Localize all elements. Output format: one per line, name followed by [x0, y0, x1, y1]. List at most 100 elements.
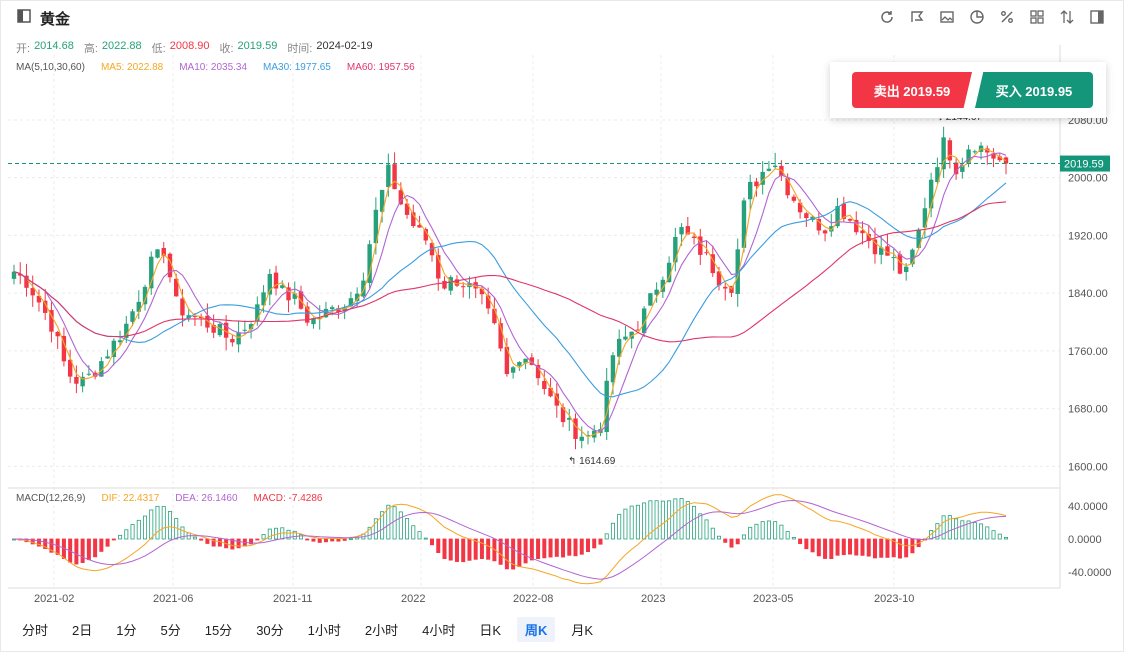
- period-7[interactable]: 2小时: [364, 623, 399, 638]
- macd-bar: [417, 531, 422, 540]
- period-0[interactable]: 分时: [22, 623, 49, 638]
- candle-body: [641, 308, 647, 334]
- macd-bar: [866, 538, 871, 557]
- refresh-icon[interactable]: [872, 7, 902, 27]
- candle-body: [86, 373, 92, 375]
- candle-body: [130, 311, 135, 322]
- candle-body: [11, 271, 17, 279]
- candle-body: [174, 278, 179, 297]
- macd-bar: [442, 538, 447, 560]
- candle-body: [691, 236, 697, 238]
- pie-icon[interactable]: [962, 7, 992, 27]
- candle-body: [548, 387, 553, 397]
- candle-body: [404, 203, 410, 215]
- candle-body: [261, 292, 266, 306]
- macd-bar: [448, 538, 453, 561]
- macd-bar: [991, 530, 996, 540]
- candle-body: [579, 436, 584, 441]
- macd-bar: [136, 519, 141, 540]
- candle-body: [885, 246, 890, 256]
- low-annotation: ↰ 1614.69: [568, 456, 616, 467]
- period-4[interactable]: 15分: [204, 623, 233, 638]
- candle-body: [105, 356, 110, 359]
- candle-body: [80, 376, 85, 387]
- high-value: 2022.88: [101, 40, 142, 52]
- candle-body: [18, 273, 23, 276]
- macd-bar: [317, 538, 322, 543]
- period-10[interactable]: 周K: [517, 617, 556, 642]
- macd-bar: [380, 511, 385, 540]
- macd-bar: [623, 508, 628, 540]
- percent-icon[interactable]: [992, 7, 1022, 27]
- candle-body: [436, 255, 441, 279]
- candle-body: [423, 229, 428, 241]
- macd-bar: [236, 538, 241, 549]
- candle-body: [891, 257, 896, 259]
- buy-button[interactable]: 买入 2019.95: [975, 72, 1093, 108]
- macd-bar: [367, 526, 372, 540]
- macd-bar: [561, 538, 566, 558]
- candle-body: [367, 244, 372, 283]
- macd-bar: [841, 538, 846, 556]
- panel-toggle-icon[interactable]: [17, 9, 31, 23]
- macd-legend: MACD(12,26,9) DIF: 22.4317 DEA: 26.1460 …: [16, 493, 338, 504]
- period-9[interactable]: 日K: [479, 623, 502, 638]
- candle-body: [666, 262, 672, 283]
- candle-body: [835, 206, 840, 227]
- macd-bar: [155, 505, 160, 540]
- candle-body: [42, 300, 48, 313]
- candle-body: [922, 208, 928, 228]
- macd-bar: [230, 538, 235, 550]
- candle-body: [604, 380, 609, 432]
- candle-body: [454, 279, 460, 286]
- candle-body: [841, 203, 846, 219]
- macd-bar: [267, 528, 272, 540]
- ma10-value: MA10: 2035.34: [179, 62, 248, 73]
- panel-icon[interactable]: [1082, 7, 1112, 27]
- grid-icon[interactable]: [1022, 7, 1052, 27]
- macd-bar: [205, 538, 210, 544]
- period-3[interactable]: 5分: [160, 623, 181, 638]
- ma5-line: [13, 148, 1007, 438]
- candle-body: [560, 407, 566, 423]
- macd-bar: [554, 538, 559, 557]
- sort-icon[interactable]: [1052, 7, 1082, 27]
- period-6[interactable]: 1小时: [307, 623, 341, 638]
- period-8[interactable]: 4小时: [422, 623, 456, 638]
- candle-body: [248, 324, 254, 330]
- macd-bar: [879, 538, 884, 558]
- period-5[interactable]: 30分: [256, 623, 284, 638]
- sell-button[interactable]: 卖出 2019.59: [852, 72, 972, 108]
- candle-body: [329, 307, 335, 310]
- period-1[interactable]: 2日: [72, 623, 93, 638]
- macd-bar: [192, 536, 197, 540]
- candle-body: [386, 164, 391, 188]
- macd-bar: [386, 504, 391, 540]
- macd-bar: [648, 500, 653, 540]
- candle-body: [99, 361, 104, 377]
- draw-icon[interactable]: [902, 7, 932, 27]
- candle-body: [30, 288, 35, 296]
- macd-bar: [255, 538, 260, 541]
- candle-body: [766, 168, 772, 171]
- candle-body: [267, 274, 272, 295]
- time-tick-label: 2023-05: [753, 593, 794, 605]
- macd-bar: [298, 534, 303, 540]
- macd-tick-label: -40.0000: [1068, 567, 1111, 579]
- candle-body: [872, 239, 878, 255]
- macd-bar: [848, 538, 853, 555]
- candle-body: [529, 357, 535, 365]
- open-label: 开:: [16, 43, 31, 55]
- macd-bar: [904, 538, 909, 558]
- ohlc-readout: 开: 2014.68 高: 2022.88 低: 2008.90 收: 2019.59 …: [16, 40, 383, 56]
- macd-bar: [941, 515, 946, 540]
- candle-body: [242, 329, 248, 331]
- candle-body: [554, 393, 559, 406]
- candle-body: [67, 359, 73, 377]
- image-icon[interactable]: [932, 7, 962, 27]
- time-tick-label: 2023-10: [874, 593, 915, 605]
- period-11[interactable]: 月K: [571, 623, 594, 638]
- period-2[interactable]: 1分: [116, 623, 137, 638]
- macd-bar: [217, 538, 222, 547]
